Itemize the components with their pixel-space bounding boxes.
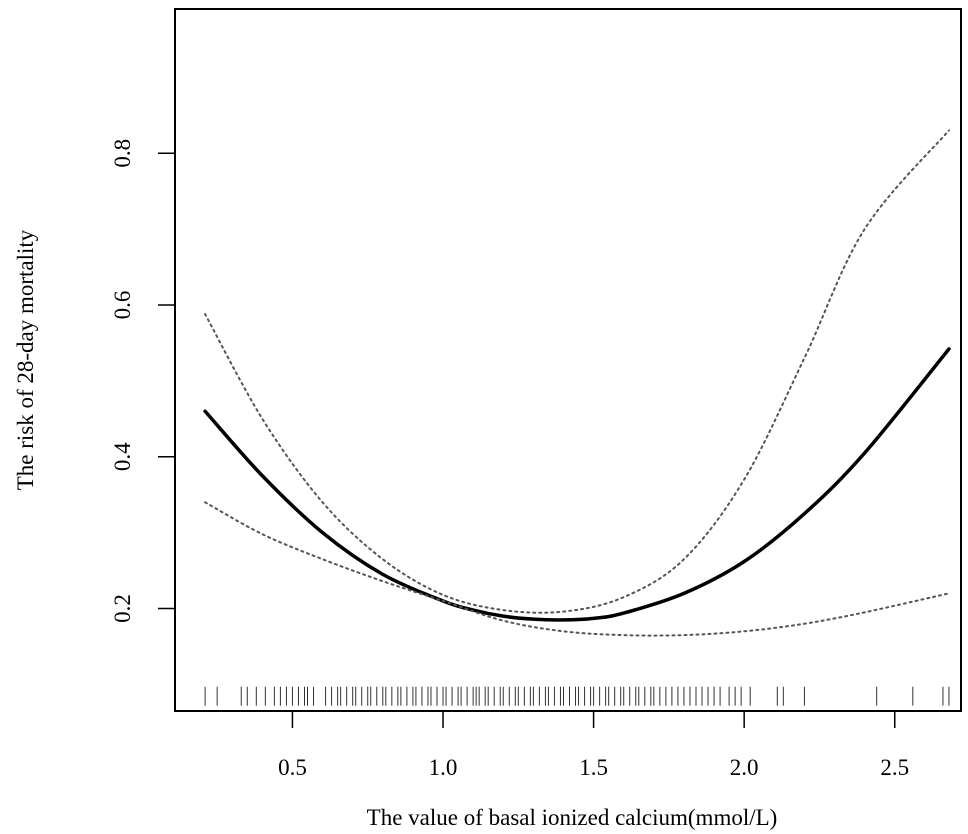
y-axis-title: The risk of 28-day mortality bbox=[13, 229, 38, 490]
x-axis: 0.5 1.0 1.5 2.0 2.5 bbox=[278, 711, 909, 780]
x-tick-label: 2.5 bbox=[880, 755, 909, 780]
x-tick-label: 2.0 bbox=[730, 755, 759, 780]
series-line-estimate bbox=[203, 347, 951, 622]
x-tick-label: 0.5 bbox=[278, 755, 307, 780]
plot-frame bbox=[174, 8, 962, 712]
x-tick-label: 1.0 bbox=[429, 755, 458, 780]
y-axis: 0.2 0.4 0.6 0.8 bbox=[110, 139, 175, 623]
y-tick-label: 0.8 bbox=[110, 139, 135, 168]
y-tick-label: 0.4 bbox=[110, 442, 135, 471]
series-line-upper-ci bbox=[204, 129, 950, 614]
y-tick-label: 0.2 bbox=[110, 594, 135, 623]
y-tick-label: 0.6 bbox=[110, 291, 135, 320]
series-line-lower-ci bbox=[204, 501, 950, 637]
x-axis-title: The value of basal ionized calcium(mmol/… bbox=[367, 805, 778, 830]
x-tick-label: 1.5 bbox=[579, 755, 608, 780]
rug-marks bbox=[204, 686, 950, 706]
series-lines bbox=[203, 129, 951, 637]
